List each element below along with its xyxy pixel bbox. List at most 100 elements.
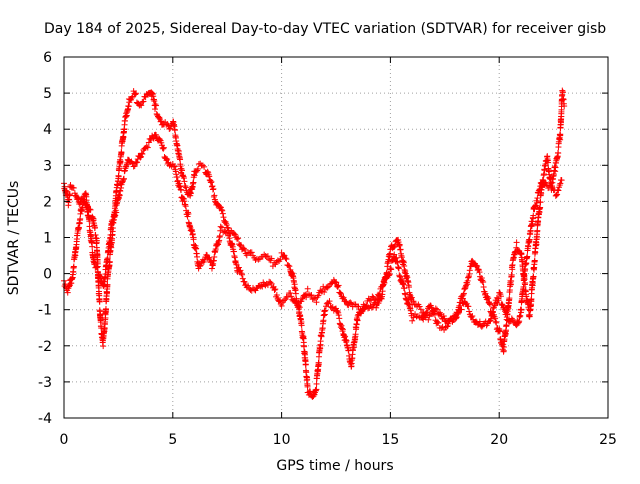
data-point — [475, 266, 482, 273]
data-point — [531, 257, 538, 264]
data-point — [488, 315, 495, 322]
data-point — [335, 282, 342, 289]
data-point — [431, 311, 438, 318]
data-point — [553, 192, 560, 199]
data-point — [526, 236, 533, 243]
data-point — [508, 315, 515, 322]
data-point — [118, 149, 125, 156]
y-tick-label: 3 — [43, 158, 52, 174]
data-point — [241, 246, 248, 253]
data-point — [391, 243, 398, 250]
data-point — [268, 255, 275, 262]
data-point — [216, 232, 223, 239]
data-point — [321, 289, 328, 296]
data-point — [241, 278, 248, 285]
data-point — [386, 271, 393, 278]
x-tick-label: 15 — [381, 432, 399, 448]
data-point — [503, 321, 510, 328]
data-point — [445, 320, 452, 327]
data-point — [508, 271, 515, 278]
data-point — [458, 306, 465, 313]
data-point — [559, 89, 566, 96]
data-point — [166, 125, 173, 132]
data-point — [208, 178, 215, 185]
data-point — [160, 145, 167, 152]
data-point — [220, 214, 227, 221]
data-point — [224, 224, 231, 231]
data-point — [396, 241, 403, 248]
data-point — [324, 284, 331, 291]
y-tick-label: 6 — [43, 50, 52, 66]
data-point — [140, 98, 147, 105]
data-point — [557, 180, 564, 187]
data-point — [107, 231, 114, 238]
data-point — [132, 91, 139, 98]
data-point — [353, 321, 360, 328]
data-point — [223, 229, 230, 236]
y-tick-label: 1 — [43, 231, 52, 247]
data-point — [503, 307, 510, 314]
data-point — [451, 316, 458, 323]
data-point — [337, 289, 344, 296]
data-point — [137, 154, 144, 161]
data-point — [409, 317, 416, 324]
data-point — [340, 294, 347, 301]
data-point — [160, 144, 167, 151]
data-point — [335, 312, 342, 319]
data-point — [557, 131, 564, 138]
y-axis-title: SDTVAR / TECUs — [6, 181, 22, 296]
data-point — [509, 316, 516, 323]
x-tick-label: 20 — [490, 432, 508, 448]
data-point — [342, 298, 349, 305]
data-point — [545, 159, 552, 166]
data-point — [143, 143, 150, 150]
y-tick-label: 4 — [43, 122, 52, 138]
data-point — [375, 300, 382, 307]
data-point — [338, 325, 345, 332]
data-point — [561, 103, 568, 110]
data-point — [217, 203, 224, 210]
grid-layer — [64, 57, 608, 418]
data-point — [361, 305, 368, 312]
data-point — [283, 256, 290, 263]
data-point — [373, 304, 380, 311]
data-point — [139, 150, 146, 157]
data-point — [80, 198, 87, 205]
data-point — [113, 209, 120, 216]
data-point — [268, 280, 275, 287]
data-point — [222, 229, 229, 236]
data-point — [167, 125, 174, 132]
data-point — [240, 245, 247, 252]
data-point — [387, 265, 394, 272]
data-point — [190, 179, 197, 186]
data-point — [219, 207, 226, 214]
data-point — [537, 204, 544, 211]
data-point — [96, 298, 103, 305]
data-point — [296, 304, 303, 311]
data-point — [476, 269, 483, 276]
data-point — [555, 150, 562, 157]
data-point — [488, 313, 495, 320]
data-point — [496, 328, 503, 335]
data-point — [469, 313, 476, 320]
data-point — [248, 249, 255, 256]
x-tick-label: 5 — [168, 432, 177, 448]
data-point — [218, 206, 225, 213]
x-tick-label: 0 — [60, 432, 69, 448]
data-point — [315, 292, 322, 299]
data-point — [386, 272, 393, 279]
data-point — [70, 184, 77, 191]
data-point — [66, 191, 73, 198]
data-point — [232, 231, 239, 238]
data-point — [474, 322, 481, 329]
data-point — [206, 255, 213, 262]
data-point — [410, 314, 417, 321]
data-point — [425, 316, 432, 323]
data-point — [125, 103, 132, 110]
data-point — [211, 253, 218, 260]
data-point — [86, 218, 93, 225]
data-point — [489, 312, 496, 319]
data-point — [313, 380, 320, 387]
data-point — [205, 254, 212, 261]
